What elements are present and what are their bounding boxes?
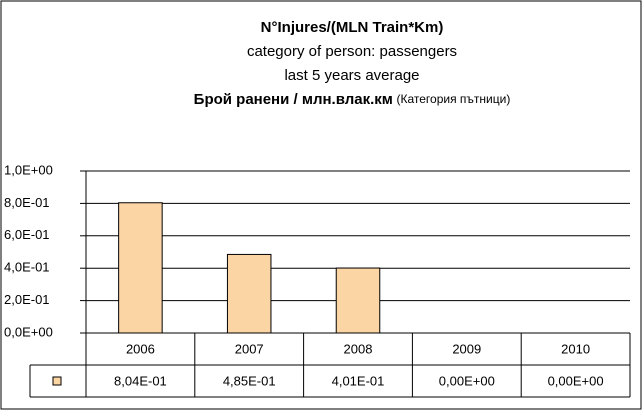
chart-title: N°Injures/(MLN Train*Km) — [261, 19, 444, 36]
y-tick-label: 1,0E+00 — [4, 162, 53, 177]
x-tick-label: 2006 — [126, 341, 155, 356]
chart-subtitle: last 5 years average — [284, 67, 419, 84]
data-table-value: 4,01E-01 — [332, 373, 385, 388]
bar — [226, 253, 272, 334]
x-tick-label: 2008 — [344, 341, 373, 356]
y-tick-label: 2,0E-01 — [4, 292, 50, 307]
y-tick-label: 0,0E+00 — [4, 324, 53, 339]
data-table-value: 4,85E-01 — [223, 373, 276, 388]
chart-subtitle: category of person: passengers — [247, 43, 457, 60]
x-tick-label: 2007 — [235, 341, 264, 356]
title-bg: Брой ранени / млн.влак.км — [194, 91, 393, 108]
y-tick-label: 6,0E-01 — [4, 227, 50, 242]
x-tick-label: 2010 — [561, 341, 590, 356]
data-table-value: 8,04E-01 — [114, 373, 167, 388]
legend-key — [52, 376, 62, 386]
bar — [335, 267, 381, 334]
title-bg-note: (Категория пътници) — [397, 92, 511, 106]
chart-title-bg: Брой ранени / млн.влак.км (Категория път… — [194, 91, 511, 108]
y-tick-label: 4,0E-01 — [4, 260, 50, 275]
bar — [118, 202, 163, 334]
data-table-value: 0,00E+00 — [548, 373, 604, 388]
y-tick-label: 8,0E-01 — [4, 195, 50, 210]
x-tick-label: 2009 — [452, 341, 481, 356]
data-table-value: 0,00E+00 — [439, 373, 495, 388]
